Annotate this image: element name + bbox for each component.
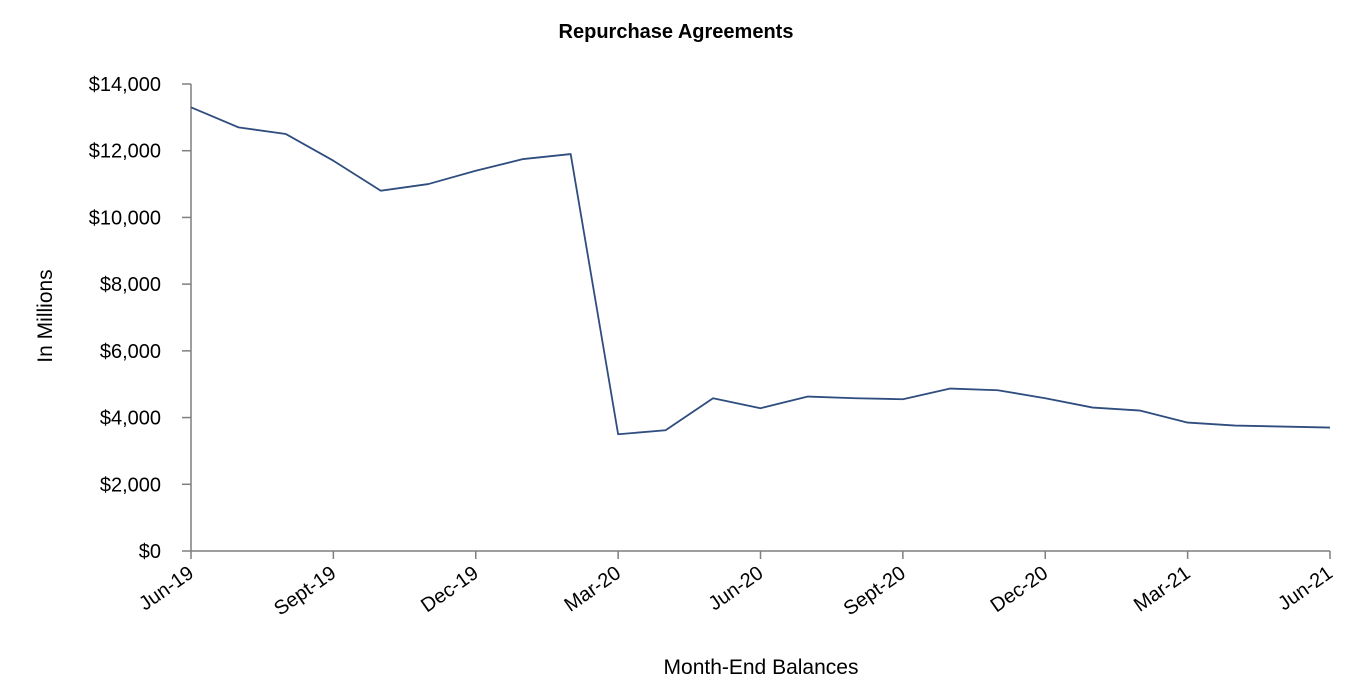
x-tick-label: Jun-21 (1274, 562, 1337, 615)
plot-area (190, 106, 1331, 436)
chart-title: Repurchase Agreements (559, 21, 794, 43)
y-tick-label: $6,000 (100, 341, 161, 363)
x-axis-label: Month-End Balances (664, 656, 859, 679)
y-tick-label: $10,000 (89, 207, 161, 229)
x-tick-label: Sept-20 (840, 562, 910, 620)
y-tick-label: $0 (139, 541, 161, 563)
x-axis: Jun-19 Sept-19 Dec-19 Mar-20 Jun-20 Sept-20 De… (135, 550, 1337, 620)
y-tick-label: $2,000 (100, 474, 161, 496)
y-tick-label: $12,000 (89, 141, 161, 163)
x-tick-label: Jun-20 (705, 562, 768, 615)
x-tick-label: Dec-19 (417, 562, 482, 617)
series-line (190, 106, 1331, 436)
y-tick-label: $4,000 (100, 408, 161, 430)
x-tick-label: Sept-19 (270, 562, 340, 620)
y-axis-label: In Millions (34, 269, 57, 362)
x-tick-label: Mar-20 (560, 562, 625, 616)
x-tick-label: Mar-21 (1130, 562, 1195, 616)
y-axis: $0 $2,000 $4,000 $6,000 $8,000 $10,000 $12,000… (89, 74, 192, 563)
x-tick-label: Dec-20 (987, 562, 1052, 617)
x-tick-label: Jun-19 (135, 562, 198, 615)
y-tick-label: $14,000 (89, 74, 161, 96)
y-tick-label: $8,000 (100, 274, 161, 296)
